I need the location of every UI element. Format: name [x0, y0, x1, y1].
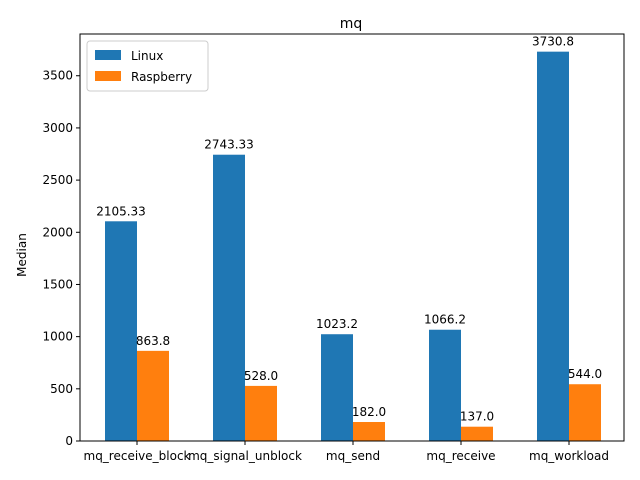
bar-value-label: 544.0	[568, 367, 602, 381]
legend-swatch	[95, 50, 121, 60]
y-tick-label: 500	[50, 382, 73, 396]
y-axis-label: Median	[15, 233, 29, 277]
bar-raspberry	[461, 426, 493, 441]
y-tick-label: 1500	[42, 277, 73, 291]
x-tick-label: mq_receive	[426, 449, 495, 463]
bar-value-label: 2105.33	[96, 204, 146, 218]
bar-linux	[213, 154, 245, 441]
bar-value-label: 137.0	[460, 410, 494, 424]
x-tick-label: mq_workload	[529, 449, 609, 463]
legend-label: Linux	[131, 49, 163, 63]
y-tick-label: 2000	[42, 225, 73, 239]
y-tick-label: 2500	[42, 173, 73, 187]
plot-area: 0 500 1000 1500 2000 2500 3000 3500 2105.33 2743.…	[42, 35, 609, 463]
legend-swatch	[95, 71, 121, 81]
y-tick-label: 1000	[42, 330, 73, 344]
bar-raspberry	[353, 422, 385, 441]
bar-value-label: 528.0	[244, 369, 278, 383]
x-tick-label: mq_receive_block	[84, 449, 191, 463]
x-tick-label: mq_signal_unblock	[188, 449, 302, 463]
chart-title: mq	[340, 16, 363, 32]
legend: Linux Raspberry	[86, 40, 209, 92]
bar-raspberry	[137, 350, 169, 441]
bar-linux	[321, 334, 353, 441]
bar-value-label: 1066.2	[424, 313, 466, 327]
bar-linux	[429, 329, 461, 441]
legend-label: Raspberry	[131, 70, 192, 84]
bar-value-label: 182.0	[352, 405, 386, 419]
bar-value-label: 3730.8	[532, 35, 574, 49]
plot-frame	[79, 33, 625, 442]
bar-linux	[105, 221, 137, 441]
y-tick-label: 3500	[42, 69, 73, 83]
bar-raspberry	[569, 384, 601, 441]
bar-value-label: 2743.33	[204, 138, 254, 152]
y-tick-label: 0	[65, 434, 73, 448]
bar-linux	[537, 51, 569, 442]
bar-value-label: 1023.2	[316, 317, 358, 331]
y-tick-label: 3000	[42, 121, 73, 135]
bar-raspberry	[245, 385, 277, 441]
bar-value-label: 863.8	[136, 334, 170, 348]
x-tick-label: mq_send	[326, 449, 380, 463]
